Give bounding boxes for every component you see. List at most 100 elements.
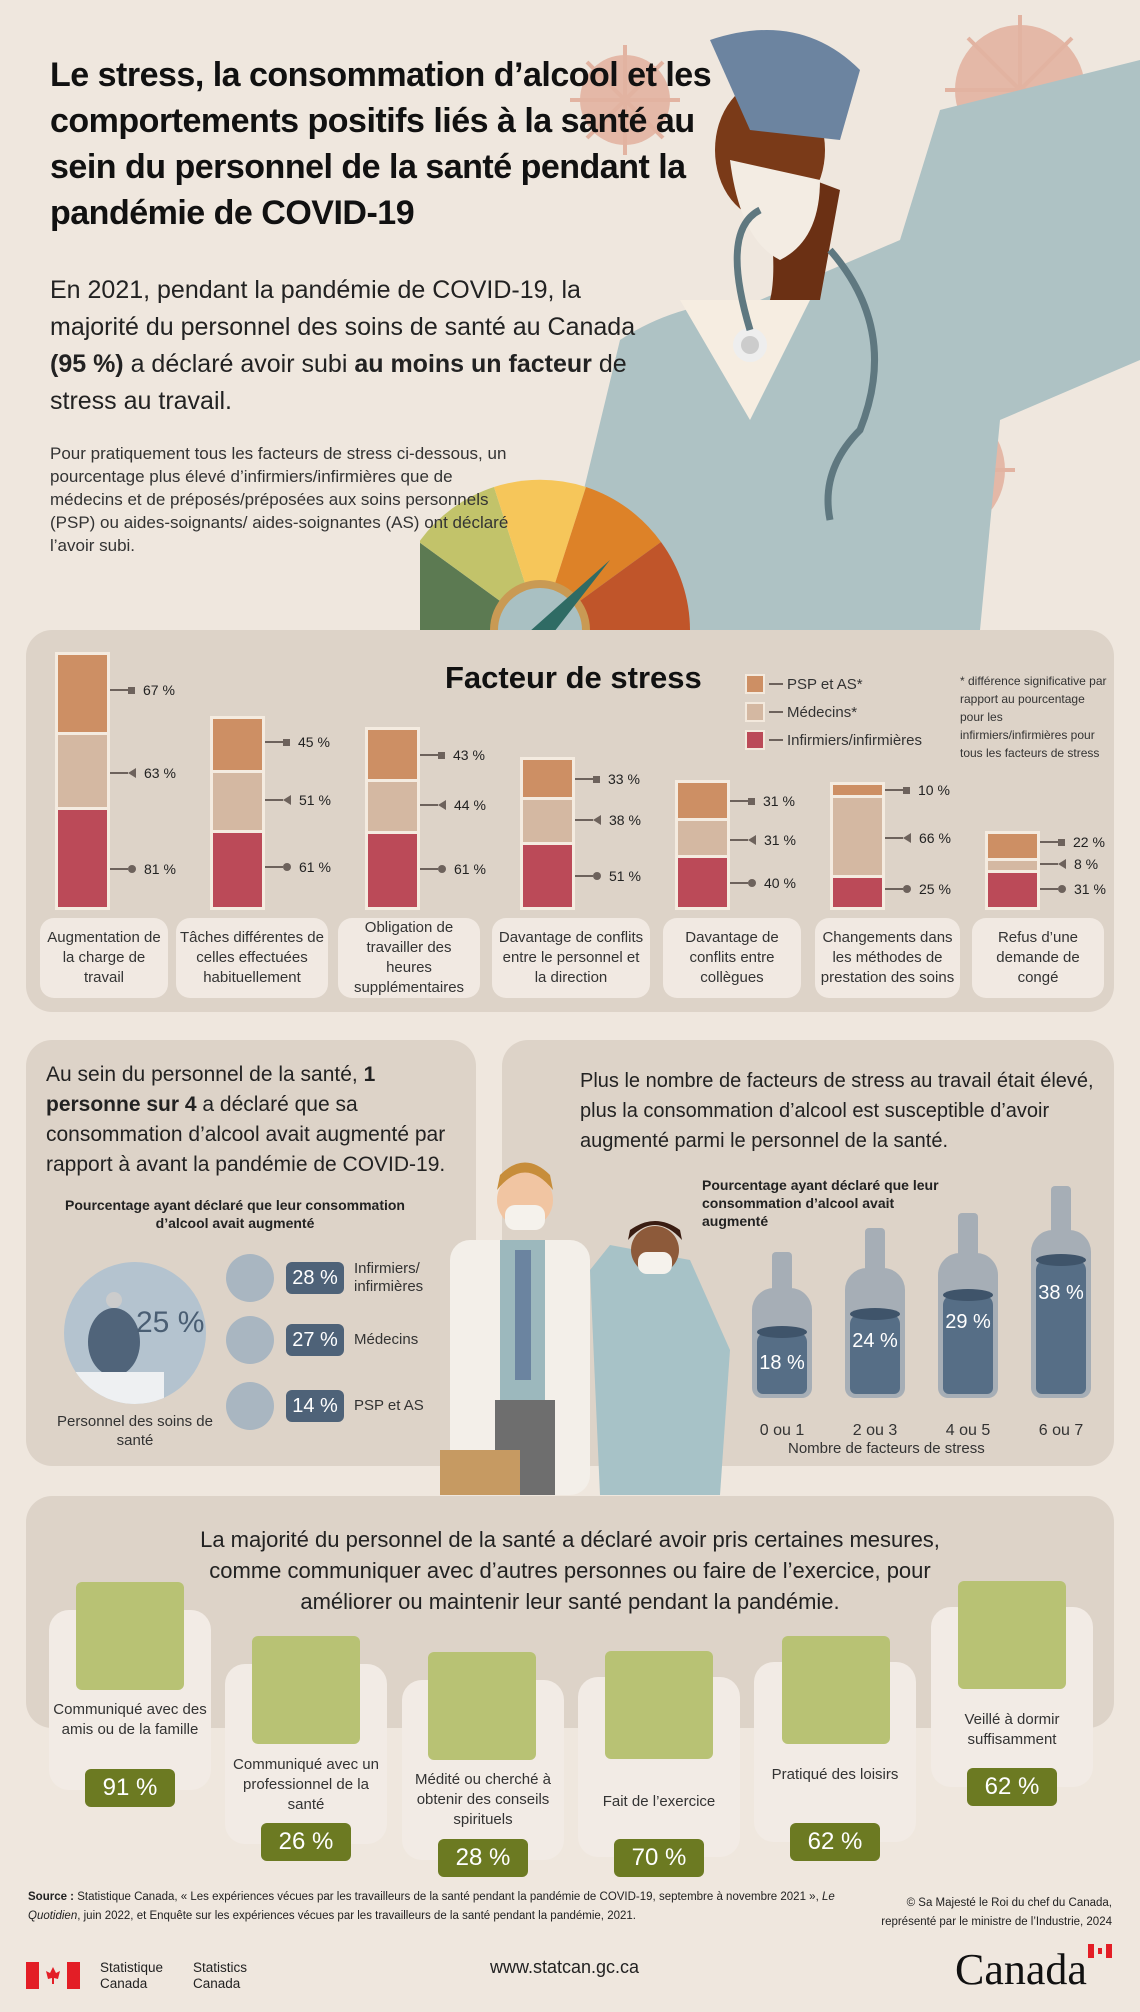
nurse-avatar-icon [226, 1254, 274, 1302]
stacked-bar [55, 652, 110, 910]
square-marker-icon [903, 786, 910, 794]
group-label: PSP et AS [354, 1397, 424, 1414]
habit-percentage: 70 % [614, 1839, 704, 1877]
copyright: © Sa Majesté le Roi du chef du Canada, re… [840, 1894, 1112, 1932]
value-label-infirmiers: 25 % [885, 881, 951, 897]
bottle-neck [1051, 1186, 1071, 1236]
bar-segment-medecins [833, 798, 882, 878]
lead-text: de stress au travail. [50, 350, 627, 415]
triangle-marker-icon [748, 835, 756, 845]
bar-segment-medecins [523, 800, 572, 845]
value-label-infirmiers: 31 % [1040, 881, 1106, 897]
habits-lead: La majorité du personnel de la santé a d… [200, 1527, 940, 1614]
habit-percentage: 91 % [85, 1769, 175, 1807]
signature-text: Statistique [100, 1960, 164, 1975]
value-label-medecins: 38 % [575, 812, 641, 828]
category-label: Davantage de conflits entre collègues [663, 918, 801, 998]
signature-text: Statistics [193, 1960, 248, 1975]
signature-text: Canada [100, 1976, 148, 1991]
alcohol-subtitle: Pourcentage ayant déclaré que leur conso… [65, 1197, 405, 1231]
category-label: Refus d’une demande de congé [972, 918, 1104, 998]
people-talking-icon [76, 1582, 184, 1690]
stacked-bar [830, 782, 885, 910]
circle-marker-icon [769, 739, 783, 741]
significance-note: * différence significative par rapport a… [960, 674, 1107, 760]
therapy-session-icon [252, 1636, 360, 1744]
habit-percentage: 62 % [790, 1823, 880, 1861]
triangle-marker-icon [1058, 859, 1066, 869]
square-marker-icon [748, 797, 755, 805]
lead-text: a déclaré avoir subi [123, 350, 355, 378]
source-text: Statistique Canada, « Les expériences vé… [74, 1891, 822, 1903]
legend-item-infirmiers: Infirmiers/infirmières [745, 726, 922, 754]
value-label-psp: 31 % [730, 793, 795, 809]
bar-segment-infirmiers [523, 845, 572, 907]
value-label-psp: 33 % [575, 771, 640, 787]
square-marker-icon [1058, 838, 1065, 846]
category-label: Obligation de travailler des heures supp… [338, 918, 480, 998]
bottle-liquid [757, 1326, 807, 1394]
circle-marker-icon [128, 865, 136, 873]
stressed-nurse-illustration [420, 15, 1140, 630]
value-label-medecins: 66 % [885, 830, 951, 846]
statcan-signature-en: Statistics Canada [193, 1960, 247, 1992]
stress-chart-title: Facteur de stress [445, 660, 702, 695]
value-label-infirmiers: 51 % [575, 868, 641, 884]
stacked-bar [985, 831, 1040, 910]
legend-swatch-infirmiers [745, 730, 765, 750]
habit-label: Communiqué avec un professionnel de la s… [233, 1756, 379, 1813]
value-label-medecins: 31 % [730, 832, 796, 848]
percentage-badge: 27 % [286, 1324, 344, 1356]
gardening-icon [782, 1636, 890, 1744]
bar-segment-medecins [988, 861, 1037, 873]
lead-text: En 2021, pendant la pandémie de COVID-19… [50, 276, 636, 341]
bar-segment-psp [833, 785, 882, 798]
bottle-neck [865, 1228, 885, 1272]
statcan-website-link[interactable]: www.statcan.gc.ca [490, 1957, 640, 1977]
circle-marker-icon [748, 879, 756, 887]
bar-segment-infirmiers [678, 858, 727, 907]
legend-item-medecins: Médecins* [745, 698, 922, 726]
square-marker-icon [128, 686, 135, 694]
value-label-medecins: 8 % [1040, 856, 1098, 872]
value-label-medecins: 63 % [110, 765, 176, 781]
bar-segment-psp [213, 719, 262, 773]
bar-segment-medecins [678, 821, 727, 858]
copyright-line: représenté par le ministre de l’Industri… [881, 1916, 1112, 1928]
percentage-badge: 28 % [286, 1262, 344, 1294]
legend-label: Médecins* [787, 703, 858, 721]
bottle-liquid [943, 1289, 993, 1394]
source-publication: Le Quotidien [28, 1891, 835, 1922]
legend-swatch-medecins [745, 702, 765, 722]
category-label: Tâches différentes de celles effectuées … [176, 918, 328, 998]
square-marker-icon [283, 738, 290, 746]
value-label-infirmiers: 81 % [110, 861, 176, 877]
legend-label: PSP et AS* [787, 675, 863, 693]
lead-highlight: 1 personne sur 4 [46, 1063, 376, 1116]
source-citation: Source : Statistique Canada, « Les expér… [28, 1888, 848, 1926]
circle-marker-icon [903, 885, 911, 893]
stacked-bar [675, 780, 730, 910]
tired-doctors-illustration [440, 1162, 730, 1495]
canada-flag-icon [26, 1962, 80, 1989]
lead-paragraph: En 2021, pendant la pandémie de COVID-19… [50, 272, 650, 420]
value-label-medecins: 51 % [265, 792, 331, 808]
stacked-bar [520, 757, 575, 910]
x-axis-label: Nombre de facteurs de stress [788, 1440, 985, 1457]
percentage-badge: 14 % [286, 1390, 344, 1422]
bar-segment-medecins [368, 782, 417, 834]
square-marker-icon [438, 751, 445, 759]
bottle-bar-0-1: 18 % [752, 1252, 812, 1398]
stacked-bar [210, 716, 265, 910]
value-label-psp: 10 % [885, 782, 950, 798]
bottle-percentage: 18 % [759, 1352, 805, 1374]
bar-segment-infirmiers [833, 878, 882, 907]
running-icon [605, 1651, 713, 1759]
intro-subtext: Pour pratiquement tous les facteurs de s… [50, 444, 509, 555]
triangle-marker-icon [283, 795, 291, 805]
category-label: Changements dans les méthodes de prestat… [815, 918, 960, 998]
circle-marker-icon [1058, 885, 1066, 893]
bar-segment-psp [678, 783, 727, 821]
bottle-percentage: 24 % [852, 1330, 898, 1352]
bottles-lead: Plus le nombre de facteurs de stress au … [580, 1070, 1094, 1152]
